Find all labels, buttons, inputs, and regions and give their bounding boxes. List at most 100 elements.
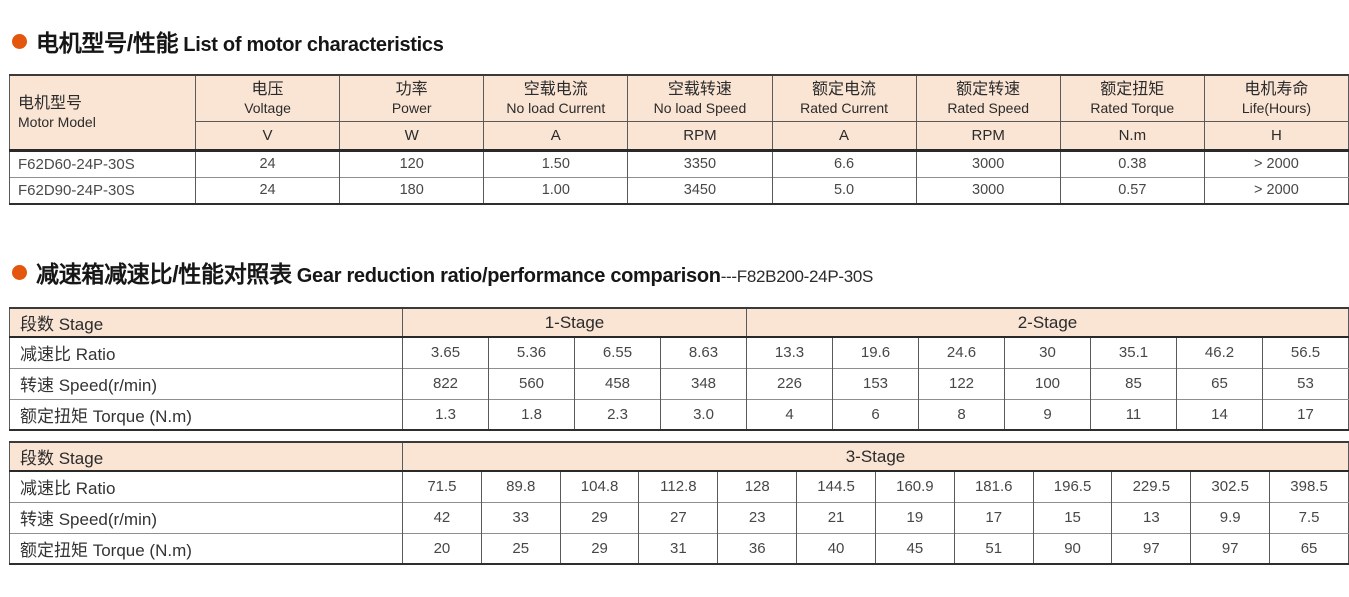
column-header-no-load-current: 空载电流 No load Current [483, 75, 628, 121]
value-cell: 97 [1111, 533, 1191, 564]
value-cell: 46.2 [1176, 337, 1263, 368]
value-cell: 5.0 [771, 177, 917, 204]
value-cell: 29 [559, 502, 639, 533]
value-cell: 6.6 [771, 150, 917, 177]
value-cell: 24 [194, 177, 340, 204]
column-header-motor-model: 电机型号 Motor Model [9, 75, 196, 150]
row-label-speed: 转速 Speed(r/min) [9, 368, 403, 399]
value-cell: 65 [1269, 533, 1349, 564]
value-cell: 17 [953, 502, 1034, 533]
value-cell: 56.5 [1262, 337, 1349, 368]
stage-group-1-stage: 1-Stage [402, 308, 747, 337]
header-zh: 电压 [251, 80, 284, 98]
value-cell: 1.8 [488, 399, 575, 430]
value-cell: 14 [1176, 399, 1263, 430]
value-cell: 20 [402, 533, 482, 564]
row-label-torque: 额定扭矩 Torque (N.m) [9, 399, 403, 430]
unit-cell-no-load-speed: RPM [627, 120, 772, 150]
value-cell: 560 [488, 368, 575, 399]
unit-cell-life: H [1203, 120, 1349, 150]
value-cell: 35.1 [1090, 337, 1177, 368]
value-cell: 89.8 [480, 471, 561, 502]
header-en: Rated Speed [947, 99, 1030, 116]
value-cell: 90 [1032, 533, 1112, 564]
unit-cell-voltage: V [194, 120, 340, 150]
value-cell: 6.55 [574, 337, 661, 368]
table-row-speed: 转速 Speed(r/min) 822 560 458 348 226 153 122 100… [9, 368, 1349, 399]
value-cell: 302.5 [1190, 471, 1270, 502]
value-cell: 13.3 [746, 337, 833, 368]
header-zh: 功率 [395, 80, 428, 98]
value-cell: 24.6 [918, 337, 1005, 368]
row-label-ratio: 减速比 Ratio [9, 471, 403, 502]
stage-header-row: 段数 Stage 1-Stage 2-Stage [9, 308, 1349, 337]
row-label-torque: 额定扭矩 Torque (N.m) [9, 533, 403, 564]
motor-characteristics-table: 电机型号 Motor Model 电压 Voltage 功率 Power 空载电… [9, 74, 1349, 205]
value-cell: 398.5 [1269, 471, 1349, 502]
column-header-rated-current: 额定电流 Rated Current [771, 75, 917, 121]
section1-title-en: List of motor characteristics [183, 34, 444, 56]
value-cell: 40 [796, 533, 876, 564]
header-zh: 空载电流 [523, 80, 588, 98]
value-cell: 348 [660, 368, 747, 399]
value-cell: 112.8 [638, 471, 718, 502]
value-cell: 42 [402, 502, 482, 533]
column-header-power: 功率 Power [339, 75, 484, 121]
value-cell: 5.36 [488, 337, 575, 368]
value-cell: 19.6 [832, 337, 919, 368]
section2-title: 减速箱减速比/性能对照表 Gear reduction ratio/perform… [12, 255, 1345, 289]
unit-cell-rated-speed: RPM [915, 120, 1061, 150]
gear-table-b-body: 减速比 Ratio 71.5 89.8 104.8 112.8 128 144.5 160.… [9, 471, 1349, 564]
value-cell: 25 [480, 533, 561, 564]
header-zh: 额定转速 [956, 80, 1021, 98]
column-header-voltage: 电压 Voltage [194, 75, 340, 121]
section2-title-text: 减速箱减速比/性能对照表 Gear reduction ratio/perform… [36, 255, 873, 289]
stage-group-2-stage: 2-Stage [746, 308, 1349, 337]
table-row-torque: 额定扭矩 Torque (N.m) 1.3 1.8 2.3 3.0 4 6 8 9 11 14 17 [9, 399, 1349, 430]
section1-title-text: 电机型号/性能 List of motor characteristics [36, 24, 444, 58]
value-cell: 21 [796, 502, 876, 533]
header-zh: 电机寿命 [1244, 80, 1309, 98]
value-cell: 71.5 [402, 471, 482, 502]
value-cell: 181.6 [953, 471, 1034, 502]
value-cell: 180 [339, 177, 484, 204]
value-cell: > 2000 [1203, 177, 1349, 204]
value-cell: 9.9 [1190, 502, 1270, 533]
value-cell: 128 [717, 471, 797, 502]
column-header-life-hours: 电机寿命 Life(Hours) [1203, 75, 1349, 121]
value-cell: 31 [638, 533, 718, 564]
table-row-torque: 额定扭矩 Torque (N.m) 20 25 29 31 36 40 45 51 90 97 97… [9, 533, 1349, 564]
column-header-rated-torque: 额定扭矩 Rated Torque [1059, 75, 1205, 121]
value-cell: 3450 [627, 177, 772, 204]
value-cell: 8 [918, 399, 1005, 430]
header-en: No load Current [506, 99, 606, 116]
value-cell: 160.9 [874, 471, 955, 502]
value-cell: 45 [874, 533, 955, 564]
header-en: Life(Hours) [1241, 99, 1312, 116]
value-cell: 153 [832, 368, 919, 399]
value-cell: 229.5 [1111, 471, 1191, 502]
gear-ratio-table-1-2-stage: 段数 Stage 1-Stage 2-Stage 减速比 Ratio 3.65 5… [9, 307, 1349, 431]
stage-header-row: 段数 Stage 3-Stage [9, 442, 1349, 471]
value-cell: 1.50 [483, 150, 628, 177]
value-cell: 29 [559, 533, 639, 564]
motor-model-label-zh: 电机型号 [18, 94, 83, 112]
column-header-no-load-speed: 空载转速 No load Speed [627, 75, 772, 121]
motor-model-name: F62D60-24P-30S [9, 150, 196, 177]
value-cell: 24 [194, 150, 340, 177]
stage-group-3-stage: 3-Stage [402, 442, 1349, 471]
table-row-speed: 转速 Speed(r/min) 42 33 29 27 23 21 19 17 15 13 9.9 7… [9, 502, 1349, 533]
section1-title-zh: 电机型号/性能 [36, 30, 179, 56]
table-row-motor-2: F62D90-24P-30S 24 180 1.00 3450 5.0 3000 0.57 >… [9, 177, 1349, 204]
header-zh: 额定电流 [812, 80, 877, 98]
section1-title: 电机型号/性能 List of motor characteristics [12, 0, 1345, 58]
orange-bullet-icon [12, 33, 27, 49]
value-cell: 1.3 [402, 399, 489, 430]
value-cell: 120 [339, 150, 484, 177]
value-cell: 4 [746, 399, 833, 430]
value-cell: 36 [717, 533, 797, 564]
value-cell: 7.5 [1269, 502, 1349, 533]
value-cell: 13 [1111, 502, 1191, 533]
value-cell: 33 [480, 502, 561, 533]
value-cell: 100 [1004, 368, 1091, 399]
